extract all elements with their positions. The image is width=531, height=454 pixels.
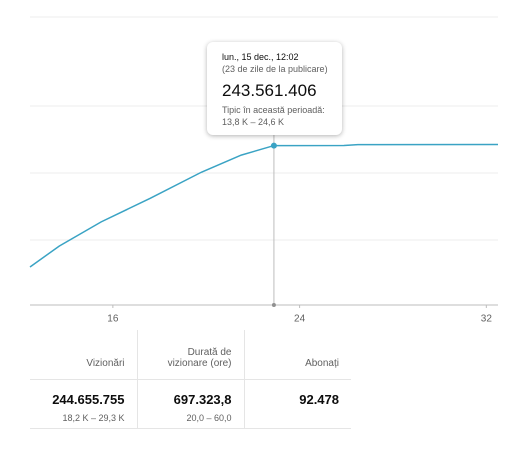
line — [29, 143, 499, 268]
chart: 16 24 32 — [29, 16, 499, 325]
tooltip: lun., 15 dec., 12:02 (23 de zile de la p… — [207, 42, 342, 135]
cell: 697.323,8 20,0 – 60,0 — [137, 379, 245, 429]
header: Abonați — [244, 330, 351, 380]
cell: 244.655.755 18,2 K – 29,3 K — [30, 379, 138, 429]
value: 244.655.755 — [52, 391, 125, 407]
tooltip-since: (23 de zile de la publicare) — [222, 64, 328, 74]
header: Durată de vizionare (ore) — [137, 330, 245, 380]
tooltip-value: 243.561.406 — [222, 81, 317, 100]
tooltip-typical-range: 13,8 K – 24,6 K — [222, 117, 285, 127]
range: 20,0 – 60,0 — [186, 412, 232, 423]
value: 697.323,8 — [173, 391, 232, 407]
x-tick-label: 16 — [107, 314, 119, 325]
x-tick-label: 32 — [481, 314, 493, 325]
value: 92.478 — [299, 391, 339, 407]
header: Vizionări — [30, 330, 138, 380]
stats-table: Vizionări Durată de vizionare (ore) Abon… — [30, 330, 351, 429]
hover-foot — [271, 303, 276, 307]
cell: 92.478 — [244, 379, 351, 429]
range: 18,2 K – 29,3 K — [62, 412, 125, 423]
tooltip-typical-label: Tipic în această perioadă: — [222, 105, 325, 115]
tooltip-date: lun., 15 dec., 12:02 — [222, 52, 299, 62]
hover-point — [270, 142, 277, 149]
x-tick-label: 24 — [294, 314, 306, 325]
